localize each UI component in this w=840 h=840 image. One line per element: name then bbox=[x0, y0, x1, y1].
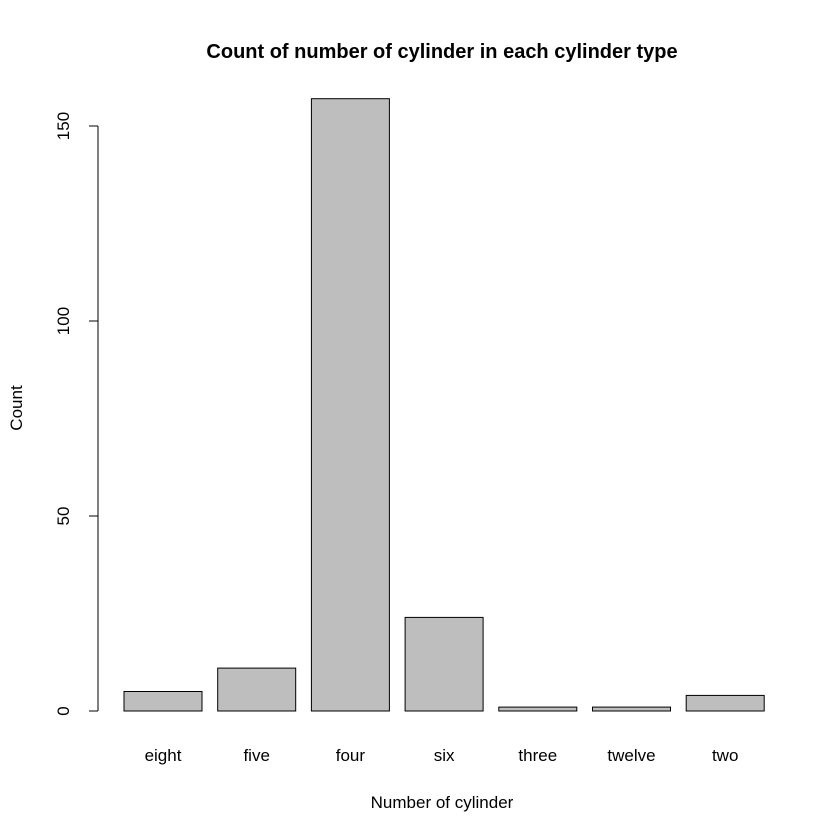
x-tick-labels-group: eight five four six three twelve two bbox=[145, 746, 739, 765]
bar-twelve bbox=[592, 706, 671, 712]
bars-group bbox=[123, 98, 765, 712]
x-tick-label-two: two bbox=[712, 746, 738, 765]
x-tick-label-three: three bbox=[518, 746, 557, 765]
y-tick-label-0: 0 bbox=[54, 706, 73, 715]
y-axis-label: Count bbox=[7, 385, 26, 431]
x-axis-label: Number of cylinder bbox=[371, 793, 514, 812]
y-tick-label-50: 50 bbox=[54, 507, 73, 526]
bar-four bbox=[310, 98, 390, 712]
y-tick-label-100: 100 bbox=[54, 307, 73, 335]
x-tick-label-twelve: twelve bbox=[607, 746, 655, 765]
y-tick-label-150: 150 bbox=[54, 112, 73, 140]
bar-two bbox=[685, 694, 765, 712]
x-tick-label-eight: eight bbox=[145, 746, 182, 765]
x-tick-label-four: four bbox=[336, 746, 366, 765]
x-tick-label-five: five bbox=[243, 746, 269, 765]
bar-six bbox=[404, 616, 484, 712]
y-axis-group: 0 50 100 150 bbox=[54, 112, 99, 716]
bar-eight bbox=[123, 691, 203, 712]
chart-title: Count of number of cylinder in each cyli… bbox=[206, 41, 677, 63]
bar-five bbox=[217, 667, 297, 712]
bar-three bbox=[498, 706, 578, 712]
x-tick-label-six: six bbox=[434, 746, 455, 765]
